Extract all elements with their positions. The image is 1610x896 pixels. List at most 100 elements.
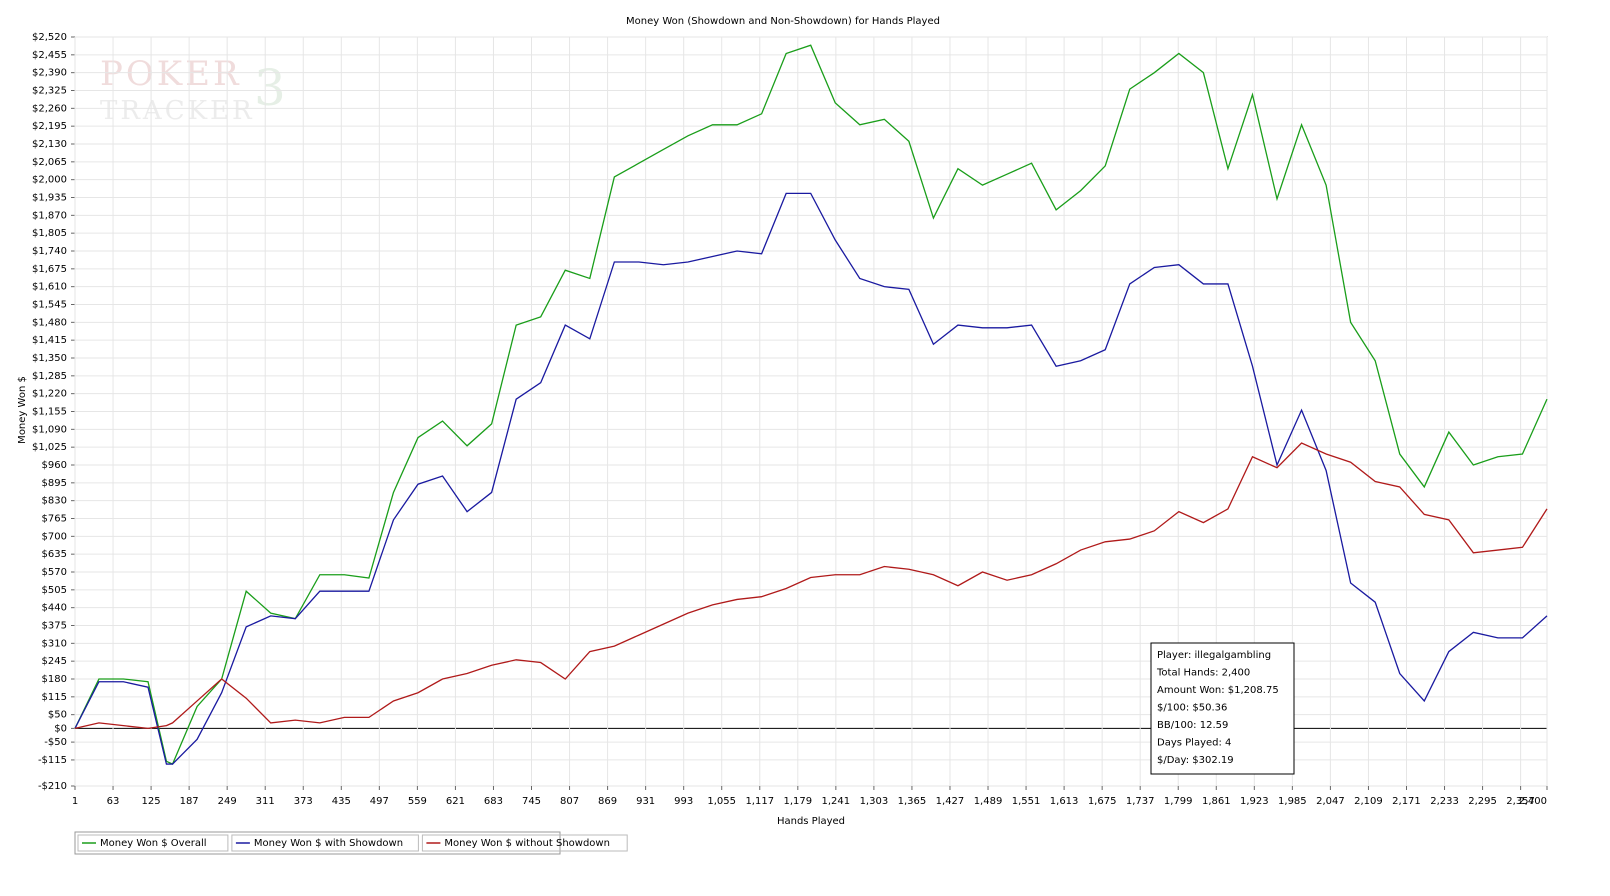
tooltip-line: $/100: $50.36 [1157,703,1227,714]
x-tick-label: 2,171 [1392,796,1421,807]
y-tick-label: $1,610 [32,282,67,293]
y-tick-label: $1,220 [32,389,67,400]
y-tick-label: $375 [42,621,67,632]
y-tick-label: $2,390 [32,68,67,79]
y-tick-label: -$50 [44,737,67,748]
x-tick-label: 683 [484,796,503,807]
x-tick-label: 249 [218,796,237,807]
y-tick-label: $1,935 [32,193,67,204]
x-tick-label: 1,551 [1012,796,1041,807]
y-tick-label: $960 [42,460,67,471]
tooltip-box [1150,642,1295,775]
watermark: 3 [254,59,286,117]
y-tick-label: $2,195 [32,121,67,132]
x-tick-label: 435 [332,796,351,807]
tooltip-line: Days Played: 4 [1157,738,1231,749]
y-tick-label: $1,870 [32,210,67,221]
x-tick-label: 1,923 [1240,796,1269,807]
tooltip-line: Amount Won: $1,208.75 [1157,685,1279,696]
legend-label: Money Won $ with Showdown [254,838,403,849]
y-tick-label: $1,545 [32,300,67,311]
series-line [74,192,1548,765]
y-tick-label: $505 [42,585,67,596]
y-tick-label: $1,090 [32,424,67,435]
y-tick-label: $1,805 [32,228,67,239]
legend-item-box [231,834,419,852]
x-tick-label: 869 [598,796,617,807]
y-tick-label: $1,740 [32,246,67,257]
y-tick-label: -$115 [38,755,67,766]
x-tick-label: 2,357 [1506,796,1535,807]
legend-item-box [77,834,229,852]
legend-label: Money Won $ without Showdown [444,838,610,849]
x-tick-label: 187 [180,796,199,807]
y-tick-label: $2,130 [32,139,67,150]
x-tick-label: 559 [408,796,427,807]
watermark: TRACKER [100,96,255,126]
y-tick-label: $700 [42,531,67,542]
y-tick-label: $1,285 [32,371,67,382]
x-tick-label: 63 [107,796,120,807]
x-tick-label: 1,179 [783,796,812,807]
x-tick-label: 621 [446,796,465,807]
y-tick-label: -$210 [38,781,67,792]
x-tick-label: 993 [674,796,693,807]
y-tick-label: $2,000 [32,175,67,186]
x-tick-label: 1,427 [936,796,965,807]
y-tick-label: $765 [42,514,67,525]
x-tick-label: 1,675 [1088,796,1117,807]
legend-label: Money Won $ Overall [100,838,207,849]
y-tick-label: $245 [42,656,67,667]
y-tick-label: $1,675 [32,264,67,275]
x-tick-label: 1,861 [1202,796,1231,807]
x-tick-label: 1,489 [974,796,1003,807]
x-tick-label: 1,241 [822,796,851,807]
x-tick-label: 1,985 [1278,796,1307,807]
tooltip-line: BB/100: 12.59 [1157,720,1228,731]
x-tick-label: 1,117 [745,796,774,807]
y-tick-label: $115 [42,692,67,703]
x-tick-label: 2,233 [1430,796,1459,807]
y-tick-label: $1,350 [32,353,67,364]
x-tick-label: 1,613 [1050,796,1079,807]
x-tick-label: 931 [636,796,655,807]
x-tick-label: 373 [294,796,313,807]
legend-box [74,831,561,855]
series-line [74,442,1548,730]
legend-item-box [421,834,628,852]
y-tick-label: $2,520 [32,32,67,43]
y-tick-label: $570 [42,567,67,578]
y-tick-label: $1,415 [32,335,67,346]
x-tick-label: 311 [256,796,275,807]
x-tick-label: 1,365 [898,796,927,807]
y-tick-label: $0 [54,723,67,734]
y-tick-label: $50 [48,710,67,721]
x-axis-label: Hands Played [777,816,845,827]
legend-item: Money Won $ Overall [77,834,229,852]
x-tick-label: 1,737 [1126,796,1155,807]
watermark: POKER [100,54,242,94]
x-tick-label: 745 [522,796,541,807]
y-tick-label: $830 [42,496,67,507]
y-tick-label: $180 [42,674,67,685]
legend-item: Money Won $ with Showdown [231,834,419,852]
y-axis-label: Money Won $ [17,376,28,444]
tooltip-line: $/Day: $302.19 [1157,755,1234,766]
legend-item: Money Won $ without Showdown [421,834,628,852]
x-tick-label: 497 [370,796,389,807]
chart-title: Money Won (Showdown and Non-Showdown) fo… [626,16,940,27]
x-tick-label: 807 [560,796,579,807]
y-tick-label: $2,455 [32,50,67,61]
y-tick-label: $1,025 [32,442,67,453]
y-tick-label: $2,065 [32,157,67,168]
y-tick-label: $440 [42,603,67,614]
x-tick-label: 1 [72,796,78,807]
y-tick-label: $1,155 [32,407,67,418]
x-tick-label: 2,400 [1518,796,1547,807]
x-tick-label: 2,295 [1468,796,1497,807]
x-tick-label: 1,799 [1164,796,1193,807]
tooltip-line: Total Hands: 2,400 [1156,668,1250,679]
y-tick-label: $310 [42,638,67,649]
y-tick-label: $1,480 [32,317,67,328]
